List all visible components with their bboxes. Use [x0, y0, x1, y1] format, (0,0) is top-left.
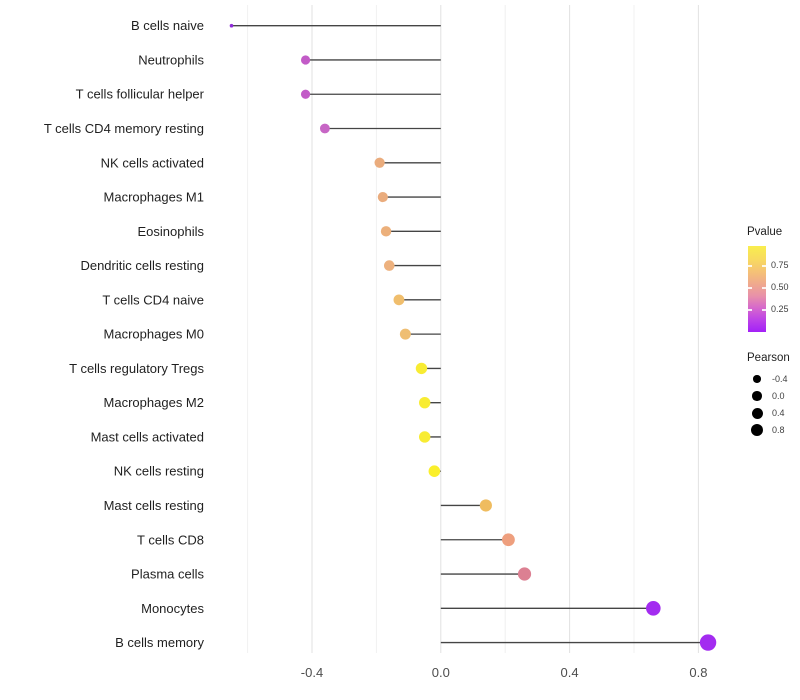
row-label: Macrophages M2: [104, 395, 204, 410]
row-label: B cells memory: [115, 635, 204, 650]
lollipop-dot: [699, 634, 717, 651]
row-label: Mast cells resting: [104, 498, 204, 513]
row-label: Macrophages M0: [104, 327, 204, 342]
x-tick-label: -0.4: [301, 665, 323, 680]
row-label: NK cells resting: [114, 464, 204, 479]
lollipop-dot: [646, 600, 661, 616]
lollipop-dot: [380, 226, 392, 237]
lollipop-dot: [517, 567, 532, 581]
row-label: Monocytes: [141, 601, 204, 616]
row-label: Dendritic cells resting: [80, 258, 204, 273]
lollipop-dot: [428, 465, 441, 478]
row-label: T cells CD8: [137, 532, 204, 547]
x-tick-label: 0.8: [689, 665, 707, 680]
lollipop-dot: [383, 260, 395, 271]
x-tick-label: 0.4: [561, 665, 579, 680]
x-tick-label: 0.0: [432, 665, 450, 680]
lollipop-dot: [319, 123, 330, 134]
row-label: Neutrophils: [138, 52, 204, 67]
lollipop-dot: [479, 499, 492, 512]
lollipop-dot: [229, 23, 234, 28]
lollipop-dot: [419, 396, 431, 409]
row-label: T cells regulatory Tregs: [69, 361, 204, 376]
row-label: T cells follicular helper: [76, 87, 205, 102]
row-label: NK cells activated: [101, 155, 204, 170]
lollipop-dot: [415, 362, 428, 375]
row-label: Plasma cells: [131, 567, 204, 582]
row-label: Mast cells activated: [91, 429, 204, 444]
row-label: T cells CD4 memory resting: [44, 121, 204, 136]
lollipop-dot: [502, 533, 515, 547]
lollipop-dot: [399, 328, 411, 340]
row-label: Eosinophils: [138, 224, 205, 239]
lollipop-dot: [374, 157, 385, 168]
lollipop-dot: [300, 55, 311, 65]
row-label: B cells naive: [131, 18, 204, 33]
row-label: T cells CD4 naive: [102, 292, 204, 307]
row-label: Macrophages M1: [104, 190, 204, 205]
lollipop-dot: [377, 191, 388, 203]
lollipop-dot: [419, 431, 431, 443]
lollipop-dot: [300, 89, 311, 99]
lollipop-dot: [393, 294, 405, 306]
